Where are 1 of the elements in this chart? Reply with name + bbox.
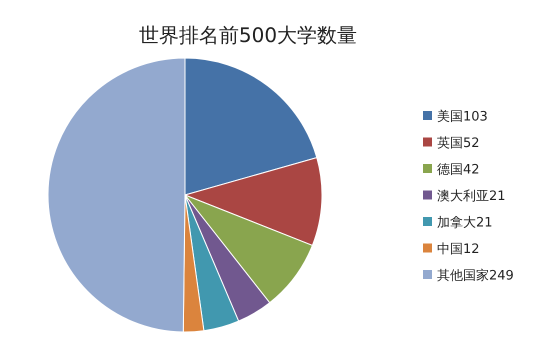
title: 世界排名前500大学数量 xyxy=(138,23,358,47)
